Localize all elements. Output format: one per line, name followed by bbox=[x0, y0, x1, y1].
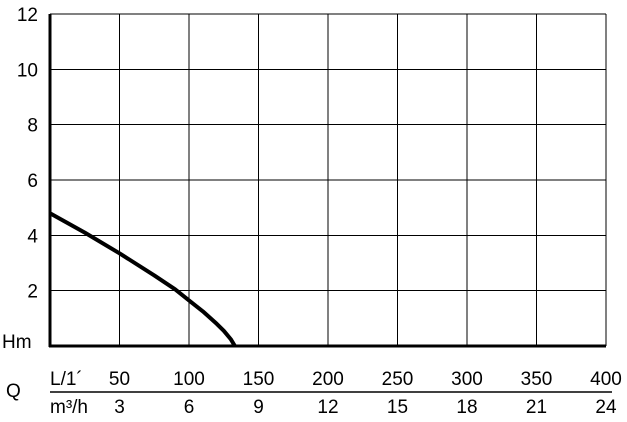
x-primary-tick-labels: 50 100 150 200 250 300 350 400 bbox=[109, 369, 622, 390]
x-secondary-tick-label: 21 bbox=[526, 397, 547, 418]
y-tick-label: 12 bbox=[17, 5, 38, 26]
x-primary-tick-label: 200 bbox=[312, 369, 344, 390]
x-secondary-tick-label: 6 bbox=[184, 397, 195, 418]
x-primary-tick-label: 100 bbox=[173, 369, 205, 390]
x-secondary-unit-label: m³/h bbox=[50, 397, 88, 418]
x-secondary-tick-label: 18 bbox=[456, 397, 477, 418]
y-unit-label: Hm bbox=[2, 332, 32, 353]
x-primary-tick-label: 400 bbox=[590, 369, 622, 390]
x-secondary-tick-label: 9 bbox=[253, 397, 264, 418]
y-tick-labels: 12 10 8 6 4 2 bbox=[17, 5, 39, 303]
x-axis-letter: Q bbox=[6, 381, 21, 402]
y-tick-label: 10 bbox=[17, 60, 38, 81]
x-secondary-tick-label: 15 bbox=[387, 397, 408, 418]
x-primary-tick-label: 50 bbox=[109, 369, 130, 390]
x-primary-tick-label: 350 bbox=[521, 369, 553, 390]
x-secondary-tick-label: 3 bbox=[114, 397, 125, 418]
y-tick-label: 2 bbox=[27, 282, 38, 303]
x-primary-tick-label: 150 bbox=[243, 369, 275, 390]
y-tick-label: 6 bbox=[27, 171, 38, 192]
grid bbox=[50, 14, 606, 346]
plot-frame bbox=[48, 13, 607, 348]
pump-curve-line bbox=[49, 211, 237, 348]
x-secondary-tick-label: 24 bbox=[595, 397, 617, 418]
x-primary-unit-label: L/1´ bbox=[50, 369, 83, 390]
x-primary-tick-label: 250 bbox=[382, 369, 414, 390]
x-secondary-tick-labels: 3 6 9 12 15 18 21 24 bbox=[114, 397, 617, 418]
curve-layer bbox=[49, 211, 237, 348]
y-tick-label: 4 bbox=[27, 226, 38, 247]
y-tick-label: 8 bbox=[27, 116, 38, 137]
x-primary-tick-label: 300 bbox=[451, 369, 483, 390]
x-secondary-tick-label: 12 bbox=[317, 397, 338, 418]
